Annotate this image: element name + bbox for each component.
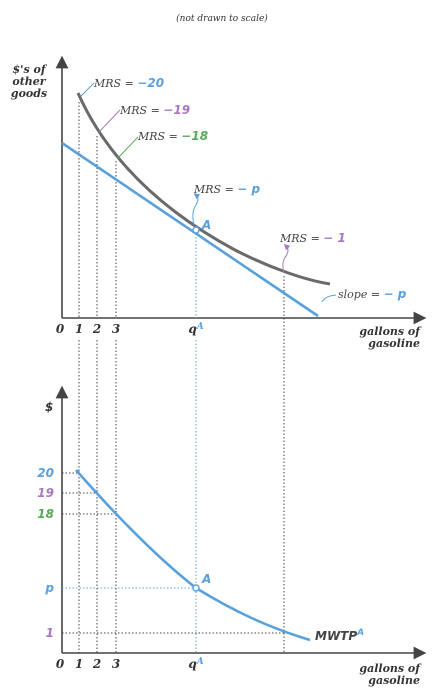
bottom-x-axis-label-line-1: gallons of — [359, 662, 422, 675]
top-x-tick-2: 2 — [92, 322, 101, 336]
mrs-p-pointer — [192, 193, 201, 226]
mrs-p-label: MRS = − p — [193, 182, 261, 196]
bottom-x-tick-1: 1 — [75, 657, 83, 671]
top-x-axis-label-line-1: gallons of — [359, 325, 422, 338]
top-x-axis-label-line-2: gasoline — [368, 337, 420, 350]
point-a-top-label: A — [201, 218, 211, 232]
top-y-axis-label-line-3: goods — [11, 87, 47, 100]
point-a-top — [192, 226, 200, 234]
mrs-20-pointer — [80, 82, 95, 97]
point-a-bottom-label: A — [201, 572, 211, 586]
mrs-18-label: MRS = −18 — [137, 129, 208, 143]
bottom-panel: $ gallons of gasoline 0 1 2 3 qA 20 19 1… — [37, 318, 427, 687]
mrs-18-pointer — [117, 136, 139, 159]
bottom-x-tick-2: 2 — [92, 657, 101, 671]
indifference-curve — [76, 92, 331, 286]
top-x-tick-3: 3 — [112, 322, 120, 336]
bottom-y-tick-p: p — [44, 581, 54, 595]
top-x-tick-1: 1 — [75, 322, 83, 336]
slope-label: slope = − p — [338, 287, 407, 301]
budget-line — [61, 141, 319, 318]
top-y-axis-label-line-1: $'s of — [12, 63, 47, 76]
mrs-20-label: MRS = −20 — [93, 76, 164, 90]
bottom-x-tick-0: 0 — [56, 657, 65, 671]
mwtp-curve — [75, 469, 311, 642]
mrs-19-label: MRS = −19 — [119, 103, 190, 117]
bottom-y-tick-20: 20 — [37, 466, 54, 480]
slope-pointer — [321, 294, 337, 303]
top-panel: $'s of other goods gallons of gasoline 0… — [11, 55, 427, 350]
scale-note: (not drawn to scale) — [176, 13, 268, 24]
bottom-x-tick-qA: qA — [188, 657, 203, 671]
bottom-y-axis-label: $ — [45, 400, 53, 414]
top-x-tick-0: 0 — [56, 322, 65, 336]
top-y-axis-label-line-2: other — [12, 75, 46, 88]
bottom-y-tick-18: 18 — [37, 507, 54, 521]
bottom-x-tick-3: 3 — [112, 657, 120, 671]
bottom-x-axis-label-line-2: gasoline — [368, 674, 420, 687]
bottom-y-tick-19: 19 — [37, 486, 54, 500]
mrs-1-pointer — [282, 243, 291, 274]
mrs-1-label: MRS = − 1 — [279, 231, 346, 245]
bottom-y-tick-1: 1 — [46, 626, 54, 640]
point-a-bottom — [192, 584, 200, 592]
top-x-tick-qA: qA — [188, 322, 203, 336]
mrs-19-pointer — [98, 109, 121, 133]
mwtp-label: MWTPA — [315, 628, 364, 643]
